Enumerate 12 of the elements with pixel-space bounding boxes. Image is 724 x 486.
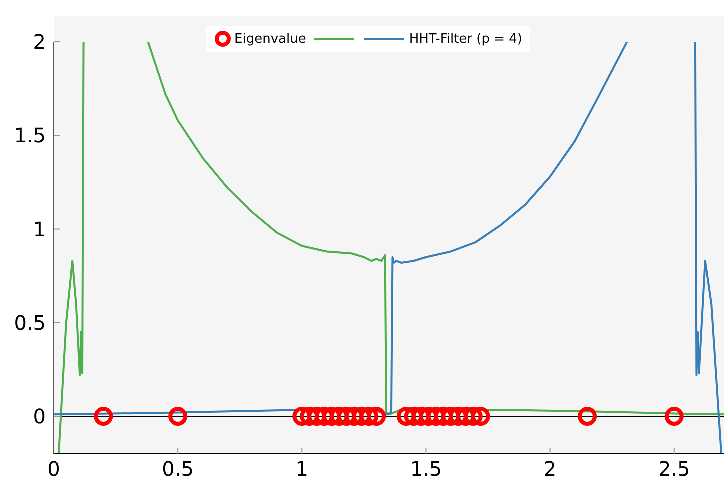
legend-label: HHT-Filter (p = 4) (409, 32, 522, 46)
x-tick-label: 2 (544, 457, 557, 482)
y-tick-label: 1.5 (14, 124, 46, 148)
x-tick-label: 0.5 (162, 457, 194, 482)
x-tick-label: 1.5 (410, 457, 442, 482)
y-tick-label: 0 (33, 404, 46, 429)
x-tick-label: 1 (296, 457, 309, 482)
y-tick-label: 0.5 (14, 311, 46, 336)
y-tick-label: 1 (33, 217, 46, 242)
x-tick-label: 2.5 (658, 457, 690, 482)
y-tick-label: 2 (33, 30, 46, 54)
legend-label: Eigenvalue (234, 32, 306, 46)
